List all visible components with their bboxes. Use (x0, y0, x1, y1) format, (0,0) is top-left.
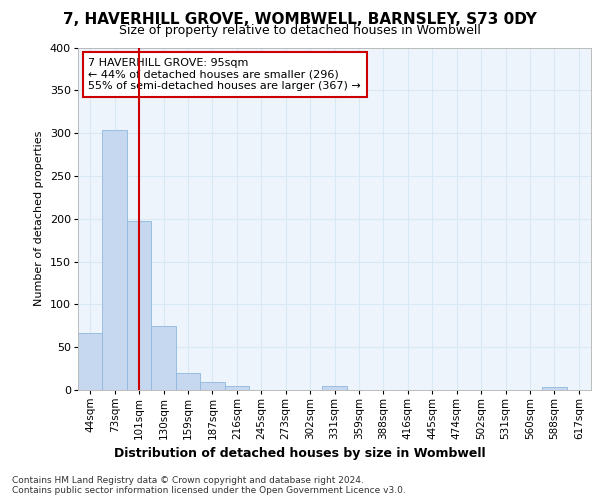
Bar (322, 386, 347, 390)
Text: Contains HM Land Registry data © Crown copyright and database right 2024.
Contai: Contains HM Land Registry data © Crown c… (12, 476, 406, 496)
Y-axis label: Number of detached properties: Number of detached properties (34, 131, 44, 306)
Bar (151, 326, 176, 390)
Bar (542, 386, 566, 390)
Text: Distribution of detached houses by size in Wombwell: Distribution of detached houses by size … (114, 448, 486, 460)
Bar (127, 222, 151, 390)
Bar (78, 332, 103, 390)
Text: 7 HAVERHILL GROVE: 95sqm
← 44% of detached houses are smaller (296)
55% of semi-: 7 HAVERHILL GROVE: 95sqm ← 44% of detach… (88, 58, 361, 91)
Bar (103, 130, 127, 390)
Bar (176, 373, 200, 390)
Bar (224, 386, 249, 390)
Text: 7, HAVERHILL GROVE, WOMBWELL, BARNSLEY, S73 0DY: 7, HAVERHILL GROVE, WOMBWELL, BARNSLEY, … (63, 12, 537, 28)
Bar (200, 382, 224, 390)
Text: Size of property relative to detached houses in Wombwell: Size of property relative to detached ho… (119, 24, 481, 37)
